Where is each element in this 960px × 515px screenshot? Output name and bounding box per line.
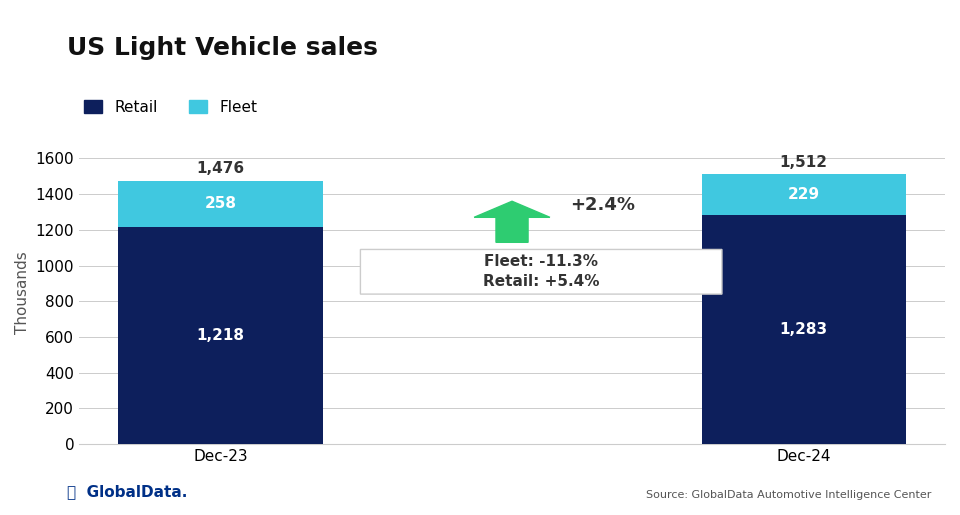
- Text: US Light Vehicle sales: US Light Vehicle sales: [67, 36, 378, 60]
- Legend: Retail, Fleet: Retail, Fleet: [78, 94, 263, 121]
- Text: +2.4%: +2.4%: [570, 196, 636, 214]
- Text: ⓘ  GlobalData.: ⓘ GlobalData.: [67, 485, 187, 500]
- Text: 229: 229: [787, 187, 820, 202]
- Text: Retail: +5.4%: Retail: +5.4%: [483, 274, 599, 289]
- FancyArrow shape: [474, 201, 550, 243]
- Bar: [118, 181, 323, 227]
- Text: Source: GlobalData Automotive Intelligence Center: Source: GlobalData Automotive Intelligen…: [646, 490, 931, 500]
- Bar: [702, 174, 905, 215]
- Text: Fleet: -11.3%: Fleet: -11.3%: [484, 254, 598, 269]
- Text: 1,283: 1,283: [780, 322, 828, 337]
- FancyBboxPatch shape: [360, 249, 722, 294]
- Text: 1,218: 1,218: [197, 328, 245, 343]
- Y-axis label: Thousands: Thousands: [15, 251, 30, 334]
- Bar: [118, 227, 323, 444]
- Bar: [702, 215, 905, 444]
- Text: 1,512: 1,512: [780, 154, 828, 169]
- Text: 258: 258: [204, 196, 236, 211]
- Text: 1,476: 1,476: [197, 161, 245, 176]
